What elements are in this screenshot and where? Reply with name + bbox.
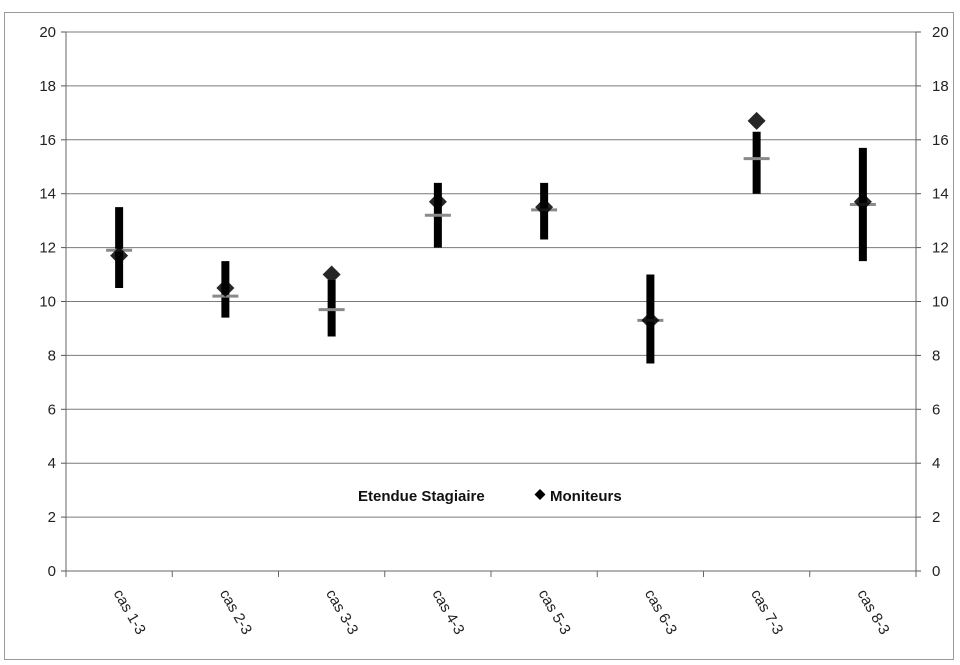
y-tick-label-left: 12	[39, 240, 56, 257]
y-tick-label-left: 4	[48, 455, 56, 472]
y-tick-label-left: 18	[39, 78, 56, 95]
moniteurs-marker	[641, 311, 660, 330]
legend-background	[350, 482, 650, 508]
y-tick-label-left: 0	[48, 563, 56, 580]
y-tick-label-right: 18	[932, 78, 949, 95]
y-tick-label-right: 4	[932, 455, 940, 472]
legend-label-moniteurs: Moniteurs	[550, 488, 622, 505]
legend-label-etendue-stagiaire: Etendue Stagiaire	[358, 488, 485, 505]
legend: Etendue Stagiaire Moniteurs	[350, 482, 650, 508]
y-tick-label-right: 16	[932, 132, 949, 149]
moniteurs-marker	[428, 192, 447, 211]
y-tick-label-left: 14	[39, 186, 56, 203]
y-tick-label-left: 16	[39, 132, 56, 149]
y-tick-label-right: 6	[932, 401, 940, 418]
x-tick-label: cas 6-3	[641, 587, 680, 638]
y-tick-label-right: 8	[932, 347, 940, 364]
x-tick-label: cas 1-3	[110, 587, 149, 638]
y-tick-label-right: 2	[932, 509, 940, 526]
moniteurs-marker	[216, 279, 235, 298]
moniteurs-marker	[322, 265, 341, 284]
x-tick-label: cas 2-3	[216, 587, 255, 638]
series-moniteurs	[110, 111, 872, 330]
x-axis-ticks: cas 1-3 cas 2-3 cas 3-3 cas 4-3 cas 5-3 cas 6…	[110, 587, 893, 638]
y-tick-label-right: 0	[932, 563, 940, 580]
moniteurs-marker	[747, 111, 766, 130]
x-tick-label: cas 4-3	[428, 587, 467, 638]
y-tick-label-left: 2	[48, 509, 56, 526]
legend-marker-moniteurs	[534, 489, 546, 500]
moniteurs-marker	[110, 246, 129, 265]
y-tick-label-right: 10	[932, 294, 949, 311]
y-tick-label-left: 10	[39, 294, 56, 311]
y-tick-label-left: 8	[48, 347, 56, 364]
chart-frame	[4, 12, 954, 660]
y-tick-label-left: 6	[48, 401, 56, 418]
y-tick-label-left: 20	[39, 24, 56, 41]
y-tick-label-right: 20	[932, 24, 949, 41]
moniteurs-marker	[535, 198, 554, 217]
x-tick-label: cas 3-3	[322, 587, 361, 638]
x-tick-label: cas 5-3	[535, 587, 574, 638]
y-axis-right-ticks: 0 2 4 6 8 10 12 14 16 18 20	[932, 24, 949, 580]
y-tick-label-right: 12	[932, 240, 949, 257]
axes	[61, 31, 921, 577]
y-tick-label-right: 14	[932, 186, 949, 203]
y-axis-left-ticks: 0 2 4 6 8 10 12 14 16 18 20	[39, 24, 56, 580]
moniteurs-marker	[853, 192, 872, 211]
x-tick-label: cas 8-3	[853, 587, 892, 638]
x-tick-label: cas 7-3	[747, 587, 786, 638]
